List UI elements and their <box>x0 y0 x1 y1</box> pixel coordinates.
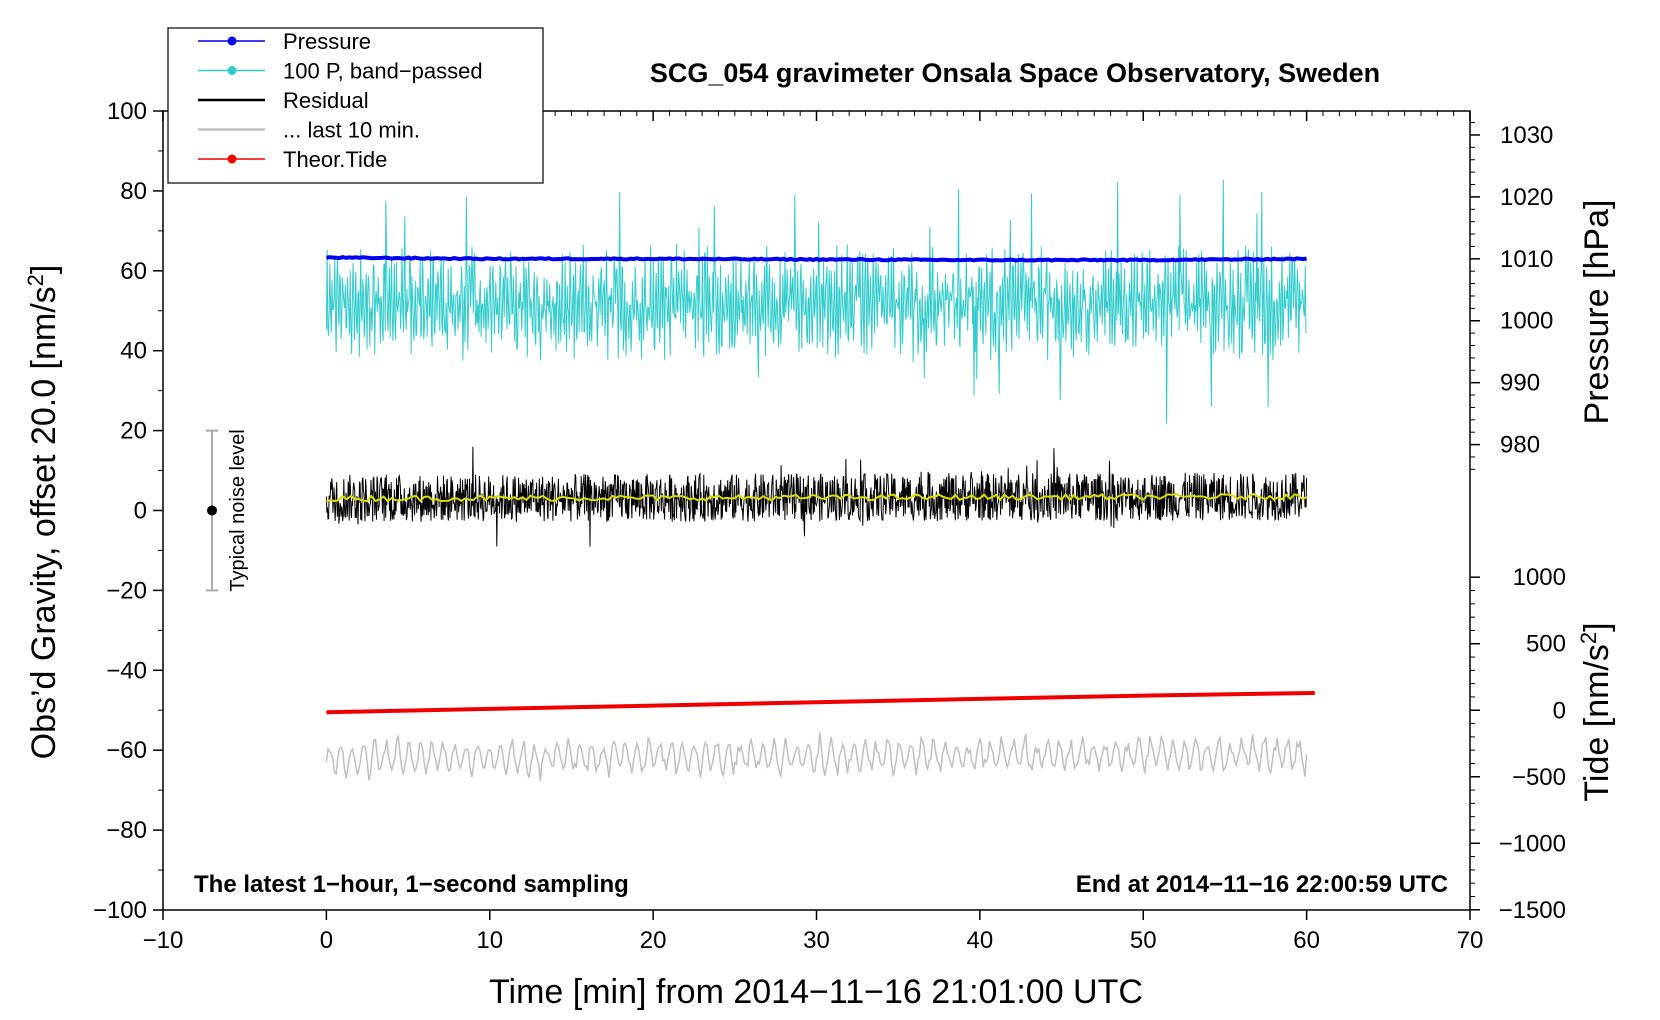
legend-label: ... last 10 min. <box>283 118 420 143</box>
x-tick-label: 30 <box>803 927 830 954</box>
x-tick-label: 50 <box>1130 927 1157 954</box>
pressure-tick-label: 1030 <box>1500 122 1553 149</box>
x-tick-label: 70 <box>1457 927 1484 954</box>
y-tick-label: 40 <box>120 338 147 365</box>
noise-bar-center-dot <box>207 505 218 516</box>
pressure-tick-label: 1010 <box>1500 246 1553 273</box>
legend-label: Pressure <box>283 29 371 54</box>
y-tick-label: −100 <box>93 897 147 924</box>
ticks-layer: −10 0 10 20 30 40 50 60 70−100−80−60−40−20020406… <box>93 98 1566 954</box>
legend-label: Theor.Tide <box>283 147 387 172</box>
x-tick-label: 0 <box>320 927 333 954</box>
legend-label: Residual <box>283 88 369 113</box>
series-last-10-min-line <box>325 732 1308 782</box>
y-tick-label: −60 <box>106 737 147 764</box>
y-tick-label: 100 <box>107 98 147 125</box>
y-tick-label: 60 <box>120 258 147 285</box>
legend-label: 100 P, band−passed <box>283 59 483 84</box>
pressure-tick-label: 1020 <box>1500 184 1553 211</box>
tide-tick-label: 1000 <box>1513 564 1566 591</box>
series-bandpassed-pressure-line <box>325 179 1307 424</box>
annotation-end-time: End at 2014−11−16 22:00:59 UTC <box>1076 871 1448 898</box>
x-tick-label: 60 <box>1293 927 1320 954</box>
legend-swatch-marker <box>227 66 237 75</box>
pressure-tick-label: 1000 <box>1500 308 1553 335</box>
y-tick-label: 80 <box>120 178 147 205</box>
legend-swatch-marker <box>227 36 237 46</box>
series-pressure-line <box>326 255 1307 263</box>
series-layer <box>325 179 1315 782</box>
legend: Pressure 100 P, band−passed Residual ... la… <box>167 27 544 184</box>
y-axis-title-tide: Tide [nm/s2] <box>1576 622 1616 801</box>
y-axis-title-gravity: Obs’d Gravity, offset 20.0 [nm/s2] <box>23 265 63 760</box>
y-tick-label: 0 <box>134 498 147 525</box>
legend-swatch-marker <box>227 154 237 164</box>
y-tick-label: 20 <box>120 418 147 445</box>
chart-title: SCG_054 gravimeter Onsala Space Observat… <box>650 58 1380 88</box>
tide-tick-label: 0 <box>1553 697 1566 724</box>
y-tick-label: −40 <box>106 657 147 684</box>
y-tick-label: −20 <box>106 577 147 604</box>
pressure-tick-label: 990 <box>1500 370 1540 397</box>
pressure-tick-label: 980 <box>1500 432 1540 459</box>
y-tick-label: −80 <box>106 817 147 844</box>
x-tick-label: 40 <box>967 927 994 954</box>
tide-tick-label: −500 <box>1512 764 1566 791</box>
tide-tick-label: 500 <box>1526 631 1566 658</box>
series-residual-smoothed-line <box>326 492 1308 503</box>
noise-bar-label: Typical noise level <box>227 429 249 591</box>
noise-bar-group: Typical noise level <box>206 429 249 592</box>
tide-tick-label: −1500 <box>1499 897 1566 924</box>
x-tick-label: 20 <box>640 927 667 954</box>
x-axis-title: Time [min] from 2014−11−16 21:01:00 UTC <box>489 973 1143 1011</box>
series-theoretical-tide-line <box>326 691 1315 715</box>
tide-tick-label: −1000 <box>1499 830 1566 857</box>
x-tick-label: 10 <box>476 927 503 954</box>
annotation-sampling: The latest 1−hour, 1−second sampling <box>194 871 629 898</box>
y-axis-title-pressure: Pressure [hPa] <box>1578 200 1616 425</box>
x-tick-label: −10 <box>143 927 184 954</box>
